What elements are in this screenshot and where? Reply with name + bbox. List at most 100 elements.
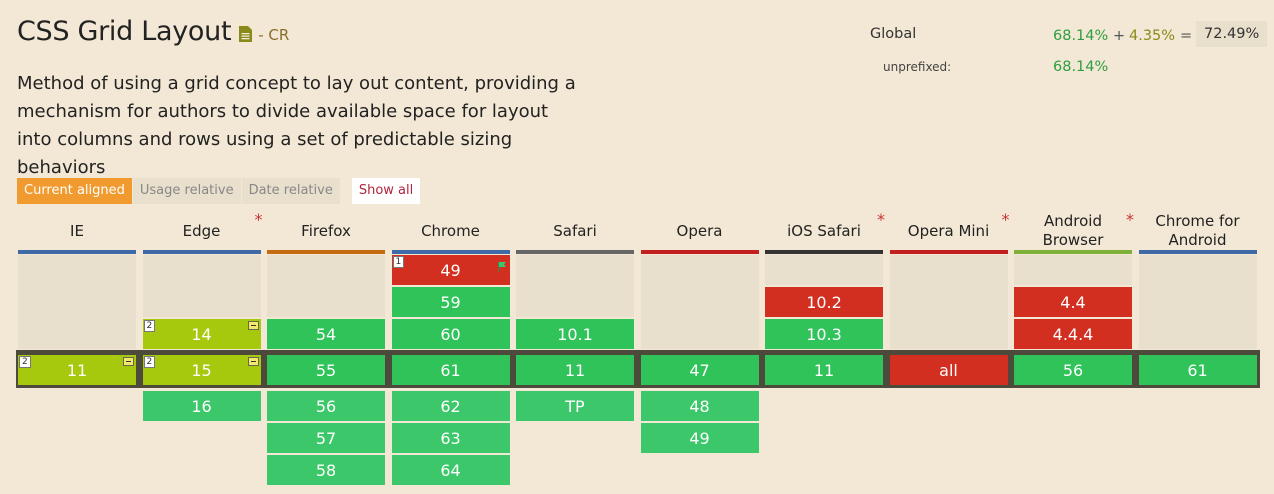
version-cell[interactable]: 4.4 bbox=[1014, 287, 1132, 317]
version-label: 54 bbox=[315, 324, 337, 344]
note-marker[interactable]: 2 bbox=[143, 356, 156, 368]
plus-sign: + bbox=[1113, 28, 1126, 44]
version-label: 14 bbox=[191, 324, 212, 344]
version-cell[interactable]: 11 bbox=[516, 355, 634, 385]
feature-header: CSS Grid Layout - CR bbox=[17, 16, 289, 47]
version-cell[interactable]: all bbox=[889, 355, 1008, 385]
show-all-button[interactable]: Show all bbox=[351, 178, 421, 204]
version-cell[interactable]: 48 bbox=[640, 391, 759, 421]
document-icon[interactable] bbox=[239, 25, 253, 42]
known-issues-star[interactable]: * bbox=[1126, 210, 1134, 229]
version-cell[interactable]: 11 2 bbox=[18, 355, 136, 385]
date-relative-button[interactable]: Date relative bbox=[241, 178, 340, 204]
empty-version-space bbox=[516, 255, 634, 317]
version-label: 11 bbox=[66, 360, 88, 380]
browser-header[interactable]: Opera bbox=[640, 212, 759, 254]
version-cell[interactable]: 10.1 bbox=[516, 319, 634, 349]
version-cell[interactable]: 10.2 bbox=[765, 287, 883, 317]
version-cell[interactable]: 10.3 bbox=[765, 319, 883, 349]
browser-header[interactable]: Firefox bbox=[267, 212, 385, 254]
usage-relative-button[interactable]: Usage relative bbox=[132, 178, 241, 204]
version-cell[interactable]: 58 bbox=[267, 455, 385, 485]
version-label: 61 bbox=[440, 360, 461, 380]
version-label: 55 bbox=[315, 360, 337, 380]
version-cell[interactable]: TP bbox=[516, 391, 634, 421]
version-cell[interactable]: 11 bbox=[765, 355, 883, 385]
global-label: Global bbox=[870, 26, 917, 42]
prefix-icon bbox=[247, 321, 259, 330]
version-label: 56 bbox=[1062, 360, 1084, 380]
browser-header[interactable]: Chrome for Android bbox=[1138, 212, 1257, 254]
note-marker[interactable]: 2 bbox=[19, 356, 31, 368]
version-cell[interactable]: 49 bbox=[640, 423, 759, 453]
version-cell[interactable]: 63 bbox=[391, 423, 510, 453]
current-aligned-button[interactable]: Current aligned bbox=[17, 178, 132, 204]
equals-sign: = bbox=[1180, 28, 1193, 44]
known-issues-star[interactable]: * bbox=[254, 210, 263, 229]
version-cell[interactable]: 16 bbox=[142, 391, 261, 421]
full-support-pct: 68.14% bbox=[1053, 28, 1109, 44]
prefix-icon bbox=[123, 357, 134, 366]
unprefixed-label: unprefixed: bbox=[883, 60, 952, 74]
version-cell[interactable]: 64 bbox=[391, 455, 510, 485]
version-cell[interactable]: 54 bbox=[267, 319, 385, 349]
version-label: 64 bbox=[440, 460, 461, 480]
version-cell[interactable]: 61 bbox=[391, 355, 510, 385]
unprefixed-pct: 68.14% bbox=[1053, 59, 1109, 75]
version-cell[interactable]: 56 bbox=[1014, 355, 1132, 385]
empty-version-space bbox=[18, 255, 136, 349]
browser-header[interactable]: Android Browser * bbox=[1014, 210, 1134, 254]
version-label: 16 bbox=[191, 396, 212, 416]
version-label: 4.4.4 bbox=[1052, 324, 1094, 344]
version-label: all bbox=[939, 360, 958, 380]
version-cell[interactable]: 4.4.4 bbox=[1014, 319, 1132, 349]
browser-name: Chrome for Android bbox=[1155, 212, 1240, 249]
version-label: 61 bbox=[1187, 360, 1208, 380]
browser-name: Safari bbox=[553, 221, 597, 240]
version-label: 15 bbox=[191, 360, 212, 380]
version-cell[interactable]: 56 bbox=[267, 391, 385, 421]
version-cell[interactable]: 61 bbox=[1138, 355, 1257, 385]
browser-header[interactable]: Opera Mini * bbox=[889, 210, 1010, 254]
empty-version-space bbox=[142, 255, 261, 317]
known-issues-star[interactable]: * bbox=[877, 210, 885, 229]
version-cell[interactable]: 57 bbox=[267, 423, 385, 453]
version-label: 11 bbox=[813, 360, 835, 380]
browser-header[interactable]: Chrome bbox=[391, 212, 510, 254]
version-label: 48 bbox=[689, 396, 710, 416]
version-label: 10.1 bbox=[557, 324, 593, 344]
version-label: 56 bbox=[315, 396, 337, 416]
version-cell[interactable]: 55 bbox=[267, 355, 385, 385]
browser-header[interactable]: iOS Safari * bbox=[765, 210, 885, 254]
empty-version-space bbox=[889, 255, 1008, 349]
browser-header[interactable]: Safari bbox=[516, 212, 634, 254]
version-cell[interactable]: 49 1 bbox=[391, 255, 510, 285]
browser-header[interactable]: IE bbox=[18, 212, 136, 254]
version-cell[interactable]: 62 bbox=[391, 391, 510, 421]
note-marker[interactable]: 1 bbox=[392, 256, 405, 268]
browser-name: IE bbox=[70, 221, 84, 240]
browser-header[interactable]: Edge * bbox=[142, 210, 263, 254]
version-cell[interactable]: 47 bbox=[640, 355, 759, 385]
version-label: 59 bbox=[440, 292, 461, 312]
version-label: 57 bbox=[315, 428, 337, 448]
empty-version-space bbox=[1138, 255, 1257, 349]
version-cell[interactable]: 15 2 bbox=[142, 355, 261, 385]
version-label: 10.3 bbox=[806, 324, 842, 344]
empty-version-space bbox=[640, 255, 759, 349]
browser-name: Opera bbox=[676, 221, 723, 240]
version-label: 60 bbox=[440, 324, 461, 344]
browser-name: iOS Safari bbox=[787, 221, 861, 240]
view-mode-toggle: Current aligned Usage relative Date rela… bbox=[17, 178, 421, 204]
version-label: TP bbox=[565, 396, 585, 416]
known-issues-star[interactable]: * bbox=[1001, 210, 1010, 229]
browser-name: Firefox bbox=[301, 221, 351, 240]
version-label: 47 bbox=[689, 360, 710, 380]
version-cell[interactable]: 59 bbox=[391, 287, 510, 317]
version-cell[interactable]: 14 2 bbox=[142, 319, 261, 349]
flag-icon bbox=[497, 257, 506, 272]
feature-title[interactable]: CSS Grid Layout bbox=[17, 16, 232, 47]
spec-status[interactable]: - CR bbox=[258, 25, 290, 44]
version-cell[interactable]: 60 bbox=[391, 319, 510, 349]
note-marker[interactable]: 2 bbox=[143, 320, 156, 332]
